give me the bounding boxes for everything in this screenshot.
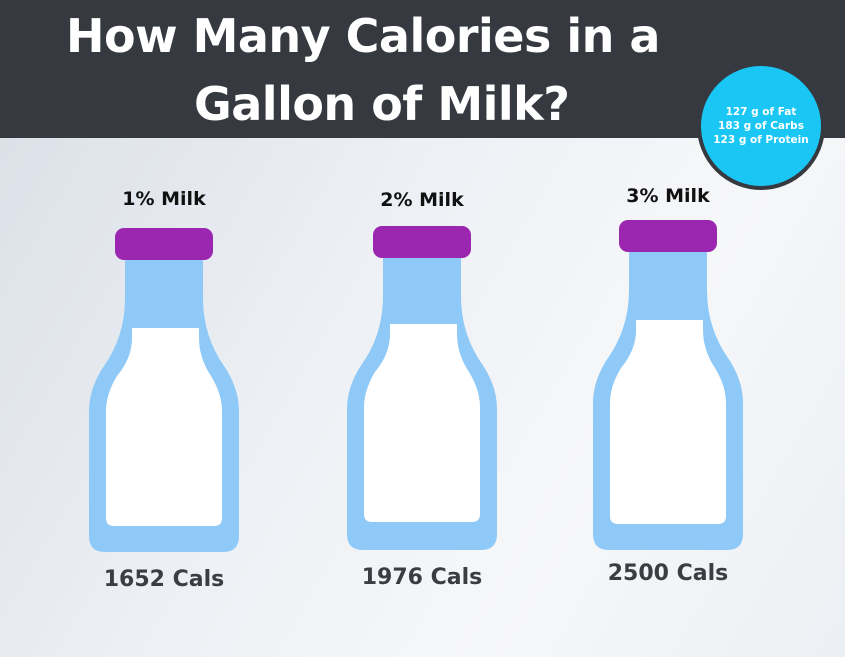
bottle-cap [115,228,213,260]
milk-bottle-icon [347,226,497,550]
milk-fill [364,324,480,522]
bottle-label: 1% Milk [122,188,206,210]
nutrition-protein: 123 g of Protein [713,134,809,146]
bottle-label: 2% Milk [380,189,464,211]
header-banner: How Many Calories in a Gallon of Milk? [0,0,845,138]
milk-bottle-icon [593,220,743,550]
bottle-calories: 1976 Cals [361,565,483,590]
bottle-cap [619,220,717,252]
milk-fill [106,328,222,526]
page-title-line-2: Gallon of Milk? [194,77,570,131]
bottle-cap [373,226,471,258]
page-title-line-1: How Many Calories in a [66,9,660,63]
nutrition-fat: 127 g of Fat [725,106,797,118]
bottle-label: 3% Milk [626,185,710,207]
nutrition-badge: 127 g of Fat 183 g of Carbs 123 g of Pro… [697,62,825,190]
milk-bottle-icon [89,228,239,552]
bottle-calories: 2500 Cals [607,561,729,586]
nutrition-carbs: 183 g of Carbs [718,120,804,132]
milk-fill [610,320,726,524]
bottle-calories: 1652 Cals [103,567,225,592]
